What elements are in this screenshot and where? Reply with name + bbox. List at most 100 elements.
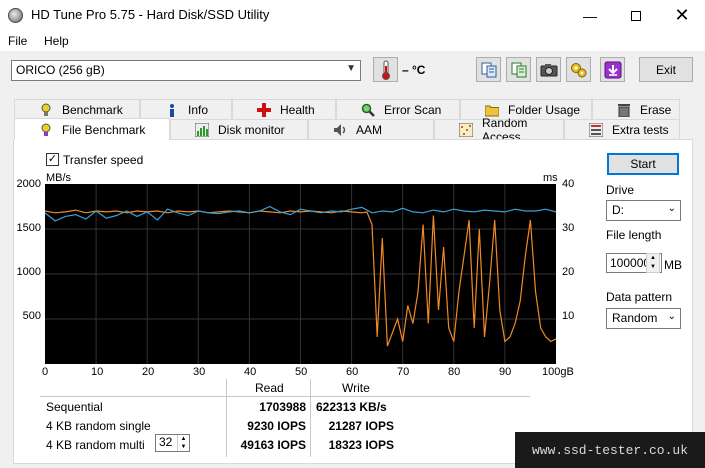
- chevron-down-icon: ⌄: [667, 311, 676, 322]
- tab-erase[interactable]: Erase: [592, 99, 680, 119]
- menu-help[interactable]: Help: [44, 34, 69, 48]
- transfer-speed-label: Transfer speed: [63, 153, 144, 167]
- queue-depth-stepper[interactable]: 32 ▲ ▼: [155, 434, 190, 452]
- sequential-read: 1703988: [259, 400, 306, 414]
- tab-error-scan[interactable]: Error Scan: [336, 99, 460, 119]
- x-tick-label: 10: [91, 366, 104, 378]
- col-read: Read: [255, 381, 284, 395]
- col-write: Write: [342, 381, 370, 395]
- start-button[interactable]: Start: [607, 153, 679, 175]
- download-button[interactable]: [600, 57, 625, 82]
- gears-icon: [570, 62, 586, 77]
- download-arrow-icon: [604, 61, 621, 78]
- file-length-spin-icon[interactable]: ▲ ▼: [646, 253, 660, 273]
- spin-arrows-icon[interactable]: ▲ ▼: [177, 435, 189, 451]
- y-tick-label: 2000: [16, 178, 41, 190]
- camera-icon: [540, 63, 557, 76]
- tab-file-benchmark-label: File Benchmark: [62, 122, 146, 137]
- y-tick-label: 500: [22, 310, 41, 322]
- x-tick-label: 30: [193, 366, 206, 378]
- data-pattern-dropdown[interactable]: Random ⌄: [606, 308, 681, 329]
- row-sequential-label: Sequential: [46, 400, 103, 414]
- chevron-down-icon: ⌄: [667, 203, 676, 214]
- disk-monitor-icon: [195, 122, 209, 137]
- thermometer-icon: [381, 60, 390, 80]
- exit-button[interactable]: Exit: [639, 57, 693, 82]
- drive-letter-dropdown[interactable]: D: ⌄: [606, 200, 681, 221]
- copy-icon: [481, 62, 496, 77]
- x-tick-label: 50: [295, 366, 308, 378]
- random-single-write: 21287 IOPS: [328, 419, 394, 433]
- tab-file-benchmark[interactable]: File Benchmark: [14, 118, 170, 140]
- drive-label: Drive: [606, 183, 635, 197]
- row-random-multi-label: 4 KB random multi: [46, 438, 145, 452]
- benchmark-icon: [41, 103, 51, 116]
- save-text-button[interactable]: [506, 57, 531, 82]
- x-tick-label: 0: [42, 366, 49, 378]
- tab-info[interactable]: Info: [140, 99, 232, 119]
- magnifier-icon: [361, 103, 375, 117]
- copy-button[interactable]: [476, 57, 501, 82]
- tab-info-label: Info: [188, 102, 209, 117]
- minimize-button[interactable]: —: [567, 0, 613, 31]
- tab-extra-tests[interactable]: Extra tests: [564, 119, 680, 139]
- tab-folder-usage-label: Folder Usage: [508, 102, 581, 117]
- tab-folder-usage[interactable]: Folder Usage: [460, 99, 592, 119]
- menu-file[interactable]: File: [8, 34, 28, 48]
- speaker-icon: [334, 123, 346, 136]
- info-icon: [170, 103, 174, 117]
- drive-letter-value: D:: [612, 203, 624, 217]
- x-tick-label: 90: [499, 366, 512, 378]
- extra-tests-icon: [589, 122, 603, 137]
- transfer-chart: [44, 184, 557, 364]
- trash-icon: [618, 103, 630, 117]
- document-green-icon: [511, 62, 526, 77]
- window-title: HD Tune Pro 5.75 - Hard Disk/SSD Utility: [31, 7, 270, 22]
- tab-aam[interactable]: AAM: [308, 119, 434, 139]
- tab-benchmark[interactable]: Benchmark: [14, 99, 140, 119]
- app-icon: [8, 8, 23, 23]
- tab-aam-label: AAM: [356, 122, 383, 137]
- watermark: www.ssd-tester.co.uk: [515, 432, 705, 468]
- close-button[interactable]: ✕: [659, 0, 705, 31]
- x-tick-label: 60: [346, 366, 359, 378]
- maximize-icon: [631, 10, 641, 21]
- menu-bar: File Help: [0, 31, 705, 51]
- random-multi-write: 18323 IOPS: [328, 438, 394, 452]
- tab-erase-label: Erase: [640, 102, 672, 117]
- tab-disk-monitor[interactable]: Disk monitor: [170, 119, 308, 139]
- transfer-chart-svg: [44, 184, 557, 364]
- temperature-button[interactable]: [373, 57, 398, 82]
- temperature-value: – °C: [402, 63, 426, 77]
- folder-icon: [485, 105, 499, 116]
- x-tick-label: 40: [244, 366, 257, 378]
- tab-random-access[interactable]: Random Access: [434, 116, 564, 144]
- tab-health[interactable]: Health: [232, 99, 336, 119]
- x-tick-label: 70: [397, 366, 410, 378]
- tab-error-scan-label: Error Scan: [384, 102, 442, 117]
- y-tick-label: 1500: [16, 222, 41, 234]
- title-bar: HD Tune Pro 5.75 - Hard Disk/SSD Utility…: [0, 0, 705, 31]
- data-pattern-label: Data pattern: [606, 290, 673, 304]
- file-length-value: 100000: [610, 256, 651, 270]
- file-length-unit: MB: [664, 258, 682, 272]
- sequential-write: 622313 KB/s: [316, 400, 387, 414]
- y-left-unit: MB/s: [46, 172, 72, 184]
- maximize-button[interactable]: [613, 0, 659, 31]
- random-multi-read: 49163 IOPS: [240, 438, 306, 452]
- checkmark-icon: ✓: [47, 153, 58, 165]
- random-access-icon: [459, 122, 473, 137]
- transfer-speed-checkbox[interactable]: ✓: [46, 153, 59, 166]
- screenshot-button[interactable]: [536, 57, 561, 82]
- x-tick-label: 80: [448, 366, 461, 378]
- y2-tick-label: 10: [562, 310, 575, 322]
- drive-dropdown[interactable]: ORICO (256 gB) ▼: [11, 60, 361, 81]
- y2-tick-label: 30: [562, 222, 575, 234]
- queue-depth-value: 32: [159, 435, 173, 449]
- data-pattern-value: Random: [612, 311, 658, 325]
- file-benchmark-icon: [41, 123, 51, 136]
- x-tick-label-last: 100gB: [542, 366, 574, 378]
- y-right-unit: ms: [543, 172, 558, 184]
- options-button[interactable]: [566, 57, 591, 82]
- table-divider: [40, 396, 530, 397]
